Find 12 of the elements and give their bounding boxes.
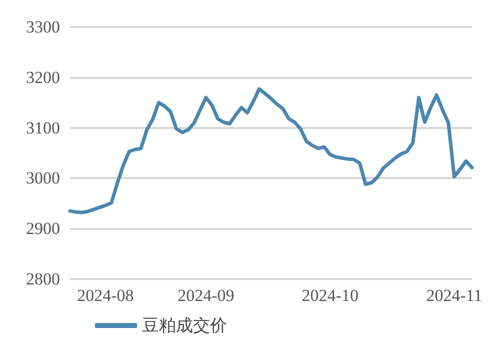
x-tick-label: 2024-08 — [77, 286, 134, 305]
legend-label: 豆粕成交价 — [142, 316, 227, 335]
y-tick-label: 2800 — [26, 270, 60, 288]
x-tick-label: 2024-09 — [178, 286, 234, 305]
y-tick-label: 3200 — [26, 68, 60, 87]
y-tick-label: 3100 — [26, 118, 60, 138]
line-series — [68, 87, 474, 214]
y-tick-label: 2900 — [26, 219, 60, 238]
x-tick-label: 2024-11 — [426, 286, 482, 305]
y-tick-label: 3300 — [26, 18, 60, 36]
x-tick-label: 2024-10 — [302, 286, 358, 305]
y-tick-label: 3000 — [26, 168, 60, 188]
